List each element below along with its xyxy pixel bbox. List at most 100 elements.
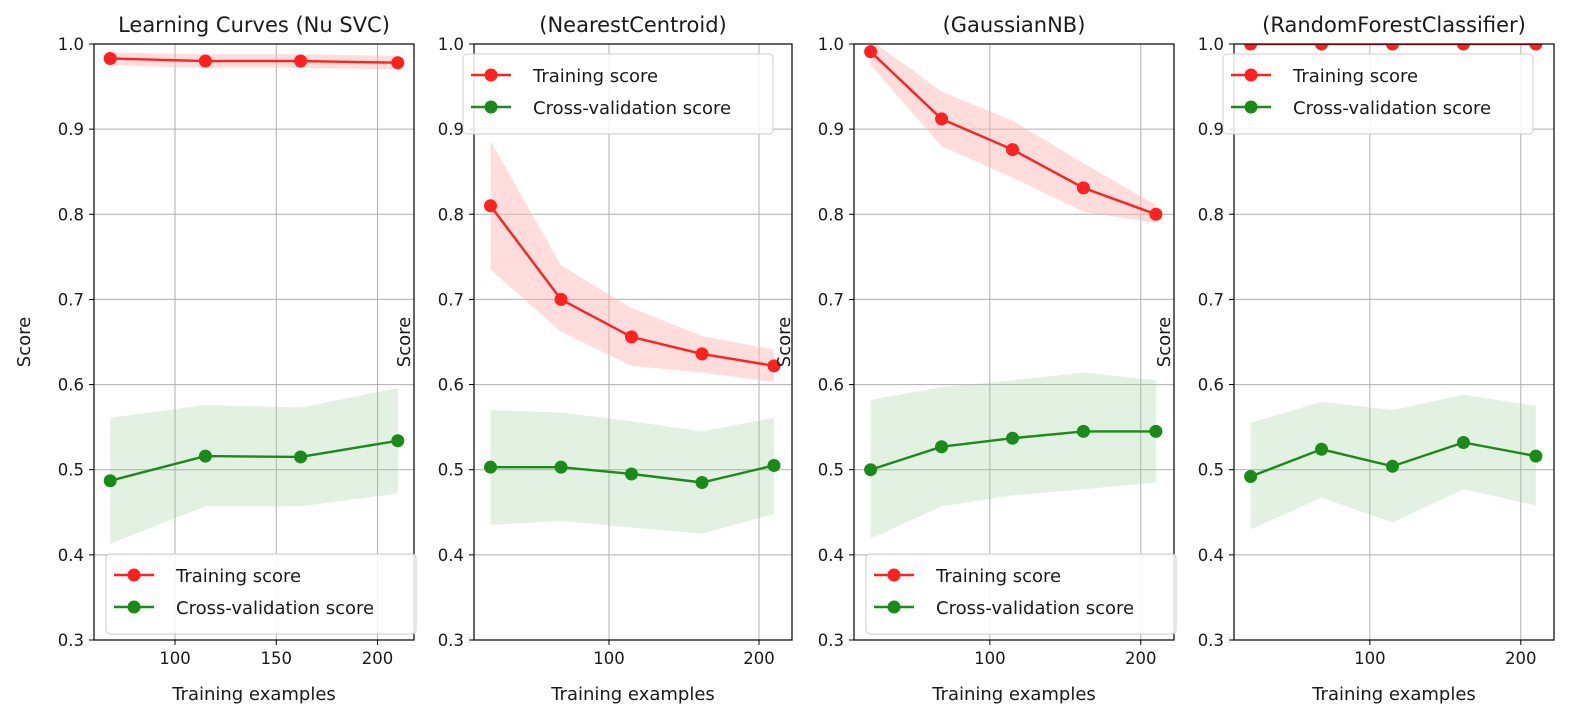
panel-3-training-point-4 xyxy=(1076,181,1090,195)
panel-1-legend-cv-label: Cross-validation score xyxy=(176,598,374,619)
panel-4: 100 200 0.3 0.4 0.5 0.6 0.7 0.8 0.9 1.0 (RandomFor… xyxy=(1154,13,1555,705)
panel-3-ytick-label-7: 1.0 xyxy=(818,35,844,54)
panel-2: 100 200 0.3 0.4 0.5 0.6 0.7 0.8 0.9 1.0 (NearestCe… xyxy=(394,13,793,705)
panel-2-legend-cv-marker xyxy=(484,100,498,114)
panel-2-xlabel: Training examples xyxy=(550,684,715,705)
panel-3-ytick-label-2: 0.5 xyxy=(818,461,844,480)
panel-4-xtick-label-0: 100 xyxy=(1354,649,1386,668)
panel-2-ytick-label-0: 0.3 xyxy=(438,631,464,650)
panel-4-cv-point-1 xyxy=(1244,470,1258,484)
panel-3-cv-point-1 xyxy=(864,463,878,477)
panel-4-xtick-label-1: 200 xyxy=(1505,649,1537,668)
panel-1-ytick-label-6: 0.9 xyxy=(58,120,84,139)
panel-3-training-point-2 xyxy=(935,112,949,126)
panel-4-axes-frame xyxy=(1233,43,1555,641)
panel-3-xtick-label-1: 200 xyxy=(1125,649,1157,668)
panel-2-ylabel: Score xyxy=(394,317,415,367)
panel-4-title: (RandomForestClassifier) xyxy=(1262,13,1526,37)
panel-1-plot-area xyxy=(103,51,405,544)
panel-4-cv-point-3 xyxy=(1385,459,1399,473)
panel-3-ytick-label-0: 0.3 xyxy=(818,631,844,650)
panel-3-legend-box xyxy=(865,553,1177,635)
panel-2-legend-training-label: Training score xyxy=(532,66,658,87)
panel-4-training-point-5 xyxy=(1529,44,1543,51)
panel-3-training-point-3 xyxy=(1005,143,1019,157)
panel-2-training-point-5 xyxy=(767,359,781,373)
panel-1-xtick-label-2: 200 xyxy=(362,649,394,668)
panel-4-xlabel: Training examples xyxy=(1311,684,1476,705)
panel-1-training-point-4 xyxy=(391,56,405,70)
panel-2-training-point-2 xyxy=(554,292,568,306)
panel-3-cv-band xyxy=(870,372,1156,539)
panel-2-training-point-4 xyxy=(695,347,709,361)
panel-2-axes-frame xyxy=(473,43,793,641)
panel-1-ytick-label-5: 0.8 xyxy=(58,205,84,224)
panel-2-xtick-label-1: 200 xyxy=(743,649,775,668)
panel-1-legend-training-marker xyxy=(127,568,141,582)
panel-1-cv-point-4 xyxy=(391,434,405,448)
panel-4-ytick-label-3: 0.6 xyxy=(1198,376,1224,395)
panel-4-legend-training-marker xyxy=(1244,68,1258,82)
panel-1-cv-point-3 xyxy=(294,450,308,464)
panel-1-ylabel: Score xyxy=(14,317,35,367)
panel-4-cv-point-5 xyxy=(1529,449,1543,463)
panel-1-training-point-3 xyxy=(294,54,308,68)
panel-3-cv-point-3 xyxy=(1005,431,1019,445)
panel-1-cv-line xyxy=(109,439,398,482)
panel-1-legend-cv-marker xyxy=(127,600,141,614)
panel-1-xlabel: Training examples xyxy=(171,684,336,705)
panel-3-legend-cv-marker xyxy=(887,600,901,614)
panel-4-legend: Training score Cross-validation score xyxy=(1222,53,1534,135)
panel-2-ytick-label-7: 1.0 xyxy=(438,35,464,54)
panel-3-training-band xyxy=(870,44,1156,223)
panel-4-ytick-label-0: 0.3 xyxy=(1198,631,1224,650)
panel-2-ytick-label-2: 0.5 xyxy=(438,461,464,480)
panel-1-xtick-label-1: 150 xyxy=(261,649,293,668)
panel-1-ytick-label-2: 0.5 xyxy=(58,461,84,480)
panel-2-legend-cv-label: Cross-validation score xyxy=(533,98,731,119)
panel-2-cv-point-2 xyxy=(554,460,568,474)
panel-1: 100 150 200 0.3 0.4 0.5 0.6 0.7 0.8 0.9 1.0 Learnin… xyxy=(14,13,417,705)
panel-1-legend-training-label: Training score xyxy=(175,566,301,587)
panel-3-cv-point-4 xyxy=(1076,424,1090,438)
panel-4-ytick-label-5: 0.8 xyxy=(1198,205,1224,224)
panel-3-ytick-label-3: 0.6 xyxy=(818,376,844,395)
panel-3-cv-point-2 xyxy=(935,440,949,454)
panel-3-training-point-1 xyxy=(864,45,878,59)
panel-2-ytick-label-1: 0.4 xyxy=(438,546,464,565)
panel-2-ytick-label-3: 0.6 xyxy=(438,376,464,395)
panel-1-training-point-2 xyxy=(198,54,212,68)
panel-1-legend-box xyxy=(105,553,417,635)
panel-2-ytick-label-6: 0.9 xyxy=(438,120,464,139)
panel-4-training-point-4 xyxy=(1456,44,1470,51)
panel-4-plot-area xyxy=(1244,44,1543,530)
panel-1-cv-point-2 xyxy=(198,449,212,463)
panel-4-ytick-label-1: 0.4 xyxy=(1198,546,1224,565)
panel-3-ytick-label-5: 0.8 xyxy=(818,205,844,224)
panel-3-ylabel: Score xyxy=(774,317,795,367)
panel-2-legend: Training score Cross-validation score xyxy=(462,53,774,135)
panel-4-training-point-3 xyxy=(1385,44,1399,51)
panel-3-legend-training-marker xyxy=(887,568,901,582)
panel-4-training-point-2 xyxy=(1315,44,1329,51)
panel-1-axes-frame xyxy=(93,43,415,641)
panel-4-legend-cv-label: Cross-validation score xyxy=(1293,98,1491,119)
panel-1-xtick-label-0: 100 xyxy=(159,649,191,668)
panel-4-ytick-label-4: 0.7 xyxy=(1198,290,1224,309)
panel-3-legend-training-label: Training score xyxy=(935,566,1061,587)
panel-4-ytick-label-7: 1.0 xyxy=(1198,35,1224,54)
panel-2-legend-training-marker xyxy=(484,68,498,82)
panel-3-ytick-label-1: 0.4 xyxy=(818,546,844,565)
panel-3-plot-area xyxy=(864,44,1163,539)
panel-3-ytick-label-6: 0.9 xyxy=(818,120,844,139)
panel-3-xtick-label-0: 100 xyxy=(974,649,1006,668)
panel-4-ytick-label-2: 0.5 xyxy=(1198,461,1224,480)
panel-3-ytick-label-4: 0.7 xyxy=(818,290,844,309)
panel-1-training-point-1 xyxy=(103,51,117,65)
panel-4-training-point-1 xyxy=(1244,44,1258,51)
panel-4-legend-training-label: Training score xyxy=(1292,66,1418,87)
panel-3-xlabel: Training examples xyxy=(931,684,1096,705)
panel-1-title: Learning Curves (Nu SVC) xyxy=(118,13,390,37)
panel-1-legend: Training score Cross-validation score xyxy=(105,553,417,635)
panel-2-ytick-label-5: 0.8 xyxy=(438,205,464,224)
